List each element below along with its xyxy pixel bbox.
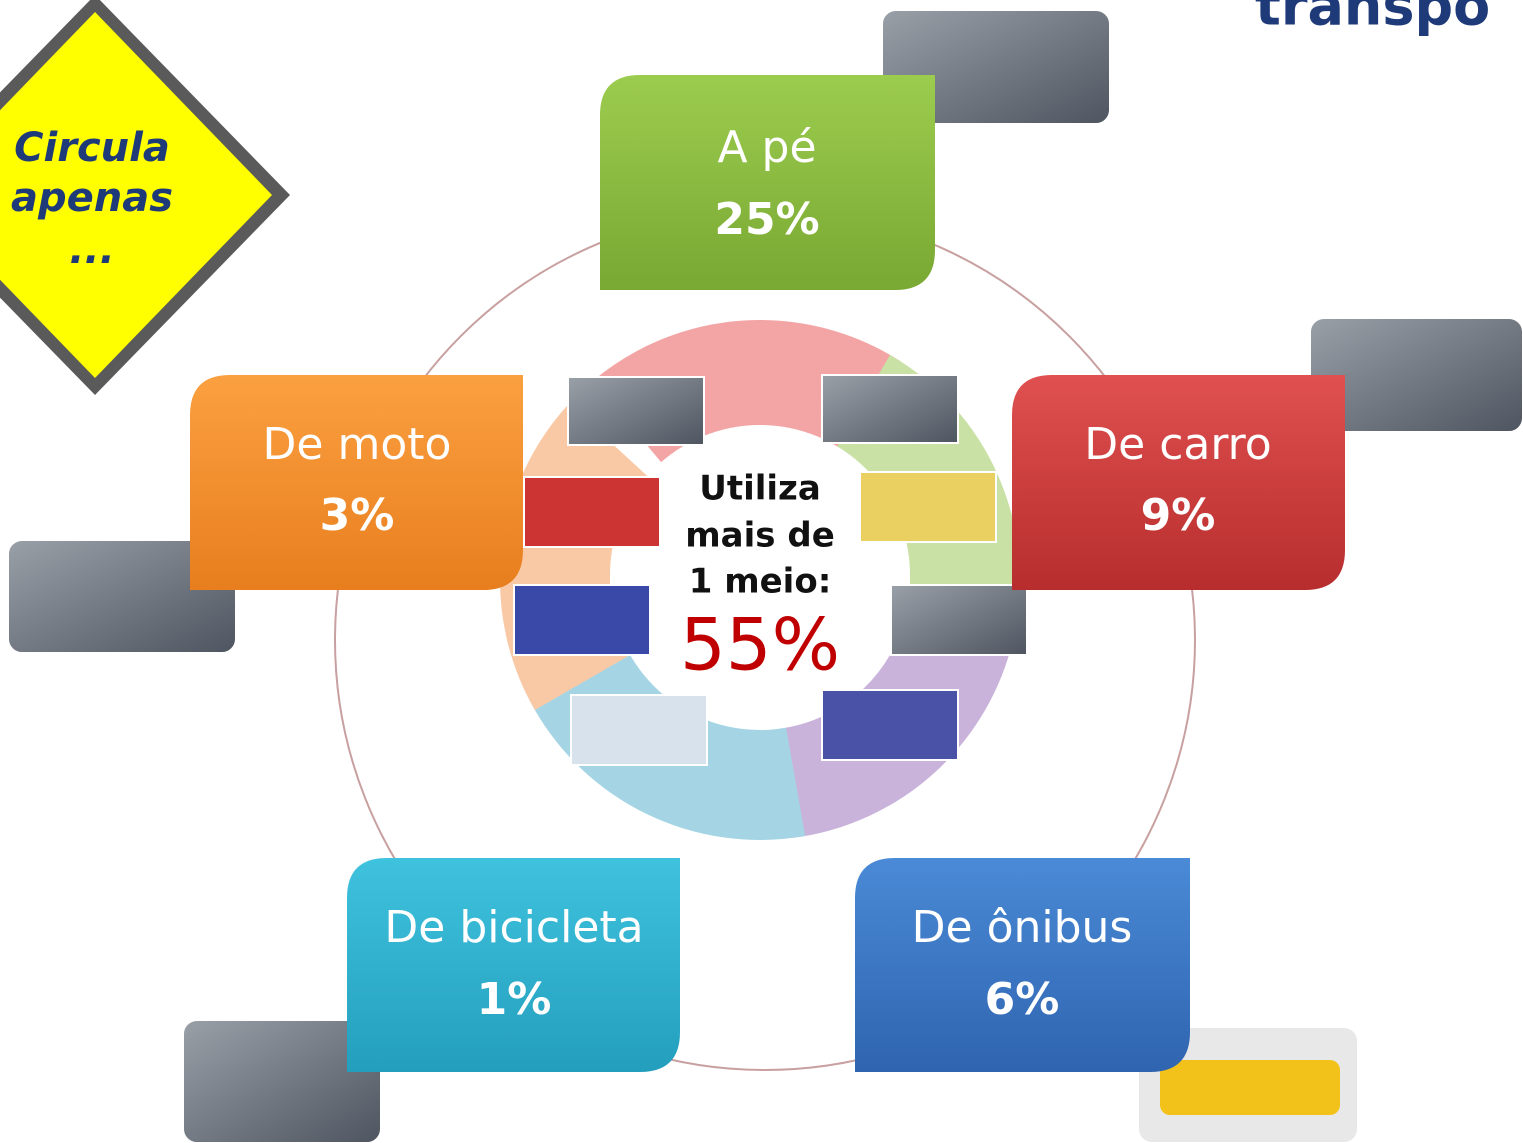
photos <box>7 9 1523 1143</box>
center-text: Utiliza <box>699 469 821 509</box>
center-text: mais de <box>685 516 835 556</box>
node: De carro 9% <box>1012 375 1345 590</box>
sign-text: apenas <box>11 175 173 221</box>
title: transpo <box>1255 0 1490 38</box>
sign: Circula apenas ... <box>0 0 290 395</box>
center-text: 1 meio: <box>689 562 832 602</box>
node-value: 9% <box>1141 490 1216 541</box>
node-value: 3% <box>320 490 395 541</box>
node: De ônibus 6% <box>855 858 1190 1072</box>
node-value: 6% <box>985 974 1060 1025</box>
center-value: 55% <box>680 603 840 687</box>
node: A pé 25% <box>600 75 935 290</box>
node-value: 25% <box>714 194 819 245</box>
node-label: De ônibus <box>912 902 1133 953</box>
sign-text: Circula <box>14 125 170 171</box>
node-label: De carro <box>1084 419 1271 470</box>
center-disc <box>610 425 910 725</box>
node-label: De bicicleta <box>384 902 643 953</box>
node-label: De moto <box>263 419 452 470</box>
sign-text: ... <box>69 227 115 273</box>
node: De moto 3% <box>190 375 523 590</box>
node: De bicicleta 1% <box>347 858 680 1072</box>
node-value: 1% <box>477 974 552 1025</box>
node-label: A pé <box>717 122 816 173</box>
